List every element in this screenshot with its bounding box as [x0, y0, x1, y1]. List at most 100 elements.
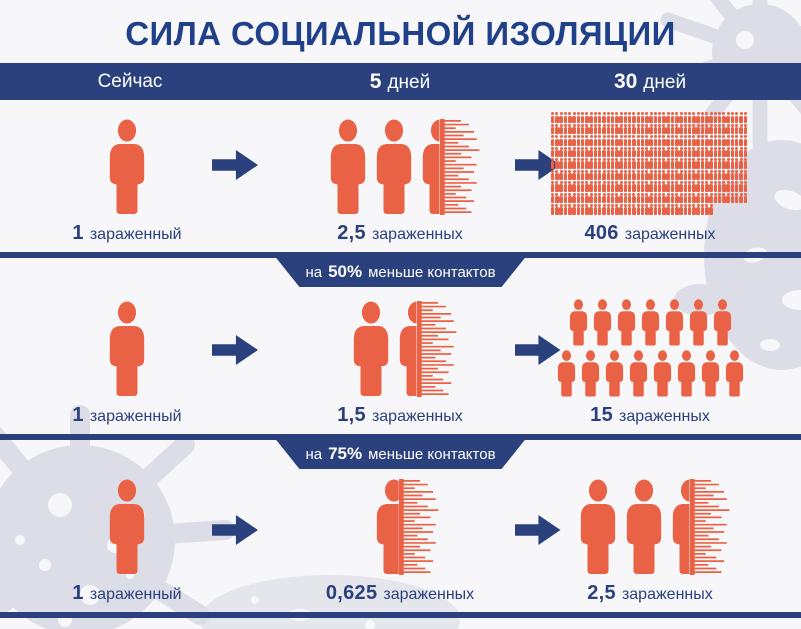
tiny-person-icon: [580, 158, 585, 169]
timeline-col-30-days: 30 дней: [575, 70, 801, 94]
person-icon: [676, 350, 697, 397]
count-label: 1,5 зараженных: [337, 404, 463, 428]
tiny-person-icon: [679, 203, 683, 215]
count-value: 1,5: [337, 404, 366, 426]
tiny-person-icon: [645, 181, 649, 192]
tiny-person-icon: [606, 123, 611, 135]
tiny-person-icon: [589, 158, 593, 169]
tiny-person-icon: [657, 158, 662, 169]
tiny-person-icon: [675, 112, 679, 123]
tiny-person-icon: [705, 203, 709, 215]
tiny-person-icon: [670, 203, 675, 215]
tiny-person-icon: [705, 158, 709, 169]
tiny-person-icon: [576, 181, 581, 192]
figure-group: [106, 301, 148, 397]
tiny-person-icon: [550, 123, 555, 135]
count-value: 1: [72, 582, 84, 604]
tiny-person-icon: [636, 146, 641, 158]
tiny-person-icon: [615, 123, 619, 135]
tiny-person-icon: [683, 181, 688, 192]
tiny-person-icon: [679, 135, 683, 146]
arrow-cell: [500, 470, 575, 612]
figure-group: [373, 479, 439, 575]
tiny-person-icon: [623, 135, 628, 146]
tiny-person-icon: [645, 203, 649, 215]
count-value: 1: [72, 222, 84, 244]
tiny-person-icon: [670, 158, 675, 169]
tiny-person-icon: [687, 112, 692, 123]
tiny-person-icon: [696, 158, 700, 169]
tiny-person-icon: [675, 135, 679, 146]
tiny-person-icon: [670, 123, 675, 135]
cell-now: 1 зараженный: [0, 288, 200, 434]
tiny-person-icon: [730, 192, 735, 204]
tiny-person-icon: [597, 158, 602, 169]
tiny-person-icon: [722, 192, 726, 204]
partial-person-icon: [419, 119, 479, 215]
tiny-person-icon: [610, 203, 615, 215]
tiny-person-icon: [653, 169, 658, 181]
person-icon: [592, 299, 613, 346]
timeline-col-now: Сейчас: [0, 71, 200, 93]
cell-30-days: 15 зараженных: [557, 288, 801, 434]
tiny-person-icon: [597, 203, 602, 215]
tiny-person-icon: [739, 169, 743, 181]
tiny-person-icon: [696, 146, 700, 158]
tiny-person-icon: [568, 203, 572, 215]
tiny-person-icon: [696, 112, 700, 123]
tiny-person-icon: [670, 112, 675, 123]
tiny-person-icon: [610, 146, 615, 158]
tiny-person-icon: [722, 112, 726, 123]
tiny-person-icon: [683, 192, 688, 204]
tiny-person-icon: [568, 192, 572, 204]
tiny-person-icon: [640, 135, 645, 146]
tiny-person-icon: [632, 135, 636, 146]
tiny-person-icon: [696, 181, 700, 192]
tiny-person-icon: [730, 146, 735, 158]
tiny-person-icon: [580, 192, 585, 204]
tiny-person-icon: [589, 192, 593, 204]
tiny-person-icon: [632, 181, 636, 192]
tiny-person-icon: [692, 181, 696, 192]
count-label: 406 зараженных: [584, 222, 715, 246]
tiny-person-icon: [623, 192, 628, 204]
tiny-person-icon: [576, 112, 581, 123]
person-icon: [640, 299, 661, 346]
tiny-person-icon: [730, 181, 735, 192]
tiny-person-icon: [726, 123, 730, 135]
tiny-person-icon: [632, 192, 636, 204]
person-icon: [556, 350, 577, 397]
tiny-person-icon: [619, 158, 623, 169]
tiny-person-icon: [555, 181, 559, 192]
tiny-person-icon: [563, 112, 568, 123]
tiny-person-icon: [623, 146, 628, 158]
tiny-person-icon: [713, 169, 718, 181]
tiny-person-icon: [559, 123, 563, 135]
tiny-person-icon: [662, 181, 666, 192]
tiny-person-icon: [615, 203, 619, 215]
tiny-person-icon: [739, 192, 743, 204]
tiny-person-icon: [640, 123, 645, 135]
tiny-person-icon: [615, 181, 619, 192]
banner-percent: 50%: [328, 262, 363, 281]
tiny-person-icon: [722, 146, 726, 158]
tiny-person-icon: [619, 203, 623, 215]
tiny-person-icon: [623, 181, 628, 192]
tiny-person-icon: [593, 112, 598, 123]
tiny-person-icon: [597, 181, 602, 192]
tiny-person-icon: [696, 135, 700, 146]
tiny-person-icon: [739, 158, 743, 169]
tiny-person-icon: [726, 158, 730, 169]
tiny-person-icon: [619, 112, 623, 123]
tiny-person-icon: [585, 158, 589, 169]
tiny-person-icon: [619, 135, 623, 146]
person-icon: [106, 479, 148, 575]
tiny-person-icon: [602, 146, 606, 158]
tiny-person-icon: [713, 123, 718, 135]
tiny-person-icon: [649, 135, 653, 146]
timeline-label: дней: [643, 71, 687, 93]
tiny-person-icon: [559, 169, 563, 181]
tiny-person-icon: [670, 135, 675, 146]
timeline-number: 5: [369, 69, 382, 93]
